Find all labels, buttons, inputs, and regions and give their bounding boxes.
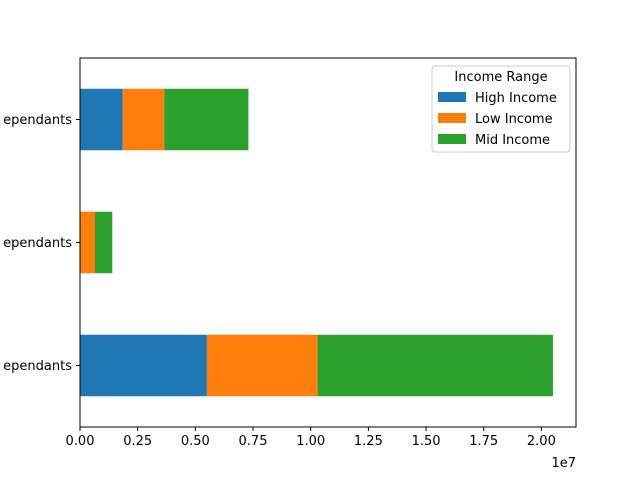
- bar-mid-income-1: [94, 211, 113, 274]
- x-tick-label-4: 1.00: [296, 434, 325, 449]
- legend-title: Income Range: [454, 70, 547, 85]
- y-tick-label-0: ependants: [3, 359, 72, 374]
- legend-swatch-high-income: [438, 92, 466, 102]
- plot-frame: [79, 57, 577, 428]
- bar-low-income-1: [80, 211, 95, 274]
- x-tick-label-8: 2.00: [527, 434, 556, 449]
- x-tick-label-5: 1.25: [354, 434, 383, 449]
- x-tick-label-3: 0.75: [239, 434, 268, 449]
- legend-label-low-income: Low Income: [475, 112, 553, 127]
- x-tick-label-0: 0.00: [66, 434, 95, 449]
- x-tick-label-6: 1.50: [412, 434, 441, 449]
- x-tick-label-2: 0.50: [181, 434, 210, 449]
- legend-label-mid-income: Mid Income: [475, 133, 550, 148]
- x-tick-label-7: 1.75: [469, 434, 498, 449]
- legend-swatch-mid-income: [438, 134, 466, 144]
- bar-low-income-2: [122, 88, 165, 151]
- legend-label-high-income: High Income: [475, 91, 557, 106]
- bar-high-income-2: [80, 88, 123, 151]
- y-tick-label-1: ependants: [3, 236, 72, 251]
- bar-mid-income-2: [164, 88, 249, 151]
- axes-group: ependants ependants ependants 0.00 0.25 0.50 0…: [3, 57, 577, 471]
- bar-low-income-0: [206, 334, 318, 397]
- legend-swatch-low-income: [438, 113, 466, 123]
- legend-box: [431, 65, 571, 153]
- bar-high-income-0: [80, 334, 207, 397]
- y-tick-label-2: ependants: [3, 113, 72, 128]
- legend: Income Range High Income Low Income Mid Inc…: [431, 65, 571, 153]
- x-tick-label-1: 0.25: [123, 434, 152, 449]
- bar-mid-income-0: [317, 334, 553, 397]
- bars-group: [80, 88, 553, 397]
- x-offset-label: 1e7: [551, 456, 576, 471]
